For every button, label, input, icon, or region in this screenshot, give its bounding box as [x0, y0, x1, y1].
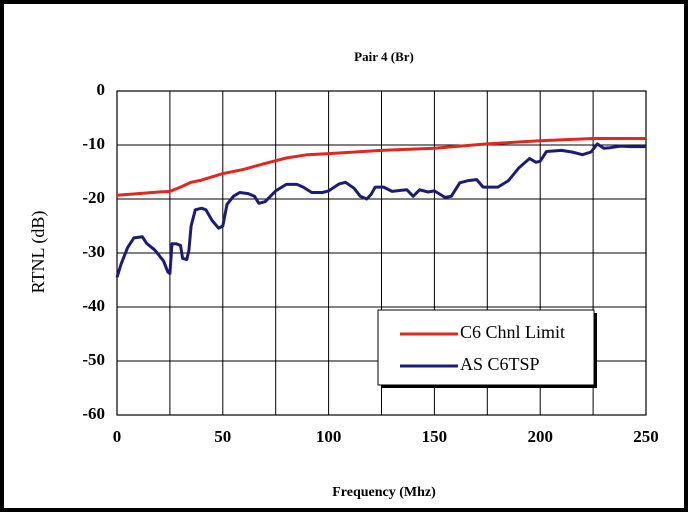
x-axis-label: Frequency (Mhz): [332, 485, 436, 500]
legend: [377, 309, 595, 386]
x-tick-label: 100: [316, 427, 342, 446]
y-tick-label: -10: [82, 134, 105, 153]
plot-border: [116, 90, 647, 416]
y-tick-label: 0: [97, 80, 106, 99]
x-tick-label: 150: [422, 427, 448, 446]
y-tick-label: -50: [82, 350, 105, 369]
x-tick-label: 250: [633, 427, 659, 446]
y-tick-label: -20: [82, 188, 105, 207]
x-tick-label: 200: [527, 427, 553, 446]
y-tick-label: -30: [82, 242, 105, 261]
y-tick-label: -40: [82, 296, 105, 315]
y-tick-label: -60: [82, 404, 105, 423]
legend-label: C6 Chnl Limit: [460, 322, 565, 342]
series-line: [115, 142, 646, 278]
x-tick-label: 50: [214, 427, 231, 446]
legend-label: AS C6TSP: [460, 354, 540, 374]
chart-title: Pair 4 (Br): [354, 49, 414, 64]
y-axis-label: RTNL (dB): [28, 211, 49, 294]
series-line: [116, 137, 646, 197]
x-tick-label: 0: [113, 427, 122, 446]
